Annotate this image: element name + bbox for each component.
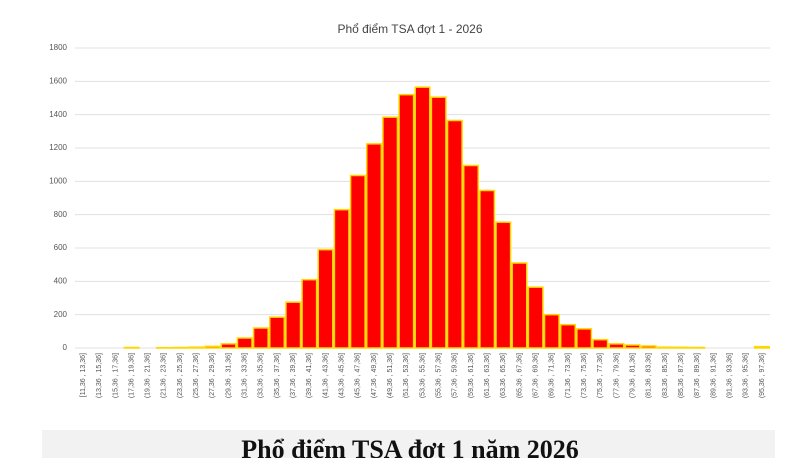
x-tick-label: (79,36 , 81,36] xyxy=(629,353,636,398)
x-tick-label: (37,36 , 39,36] xyxy=(290,353,297,398)
bar xyxy=(365,143,383,349)
x-tick-label: (27,36 , 29,36] xyxy=(209,353,216,398)
x-tick-label: (17,36 , 19,36] xyxy=(128,353,135,398)
x-tick-label: (63,36 , 65,36] xyxy=(500,353,507,398)
bar xyxy=(382,116,399,349)
x-tick-label: (23,36 , 25,36] xyxy=(177,353,184,398)
bar xyxy=(527,286,544,349)
x-tick-label: (21,36 , 23,36] xyxy=(161,353,168,398)
x-tick-label: (77,36 , 79,36] xyxy=(613,353,620,398)
x-tick-label: (43,36 , 45,36] xyxy=(339,353,346,398)
x-tick-label: (33,36 , 35,36] xyxy=(258,353,265,398)
chart-title: Phổ điểm TSA đợt 1 - 2026 xyxy=(337,22,482,36)
x-tick-label: (95,36 , 97,36] xyxy=(759,353,766,398)
x-tick-label: (89,36 , 91,36] xyxy=(710,353,717,398)
bar xyxy=(559,323,576,349)
bar xyxy=(204,345,221,349)
y-tick-label: 0 xyxy=(63,343,68,352)
bar xyxy=(446,119,463,349)
x-tick-label: (47,36 , 49,36] xyxy=(371,353,378,398)
x-tick-label: (41,36 , 43,36] xyxy=(322,353,329,398)
bar xyxy=(640,345,657,349)
bar xyxy=(689,346,706,349)
bar xyxy=(285,301,302,349)
bar xyxy=(301,278,318,349)
bar xyxy=(495,221,512,349)
x-tick-label: (31,36 , 33,36] xyxy=(242,353,249,398)
x-tick-label: (49,36 , 51,36] xyxy=(387,353,394,398)
x-tick-label: (65,36 , 67,36] xyxy=(516,353,523,398)
y-tick-label: 1800 xyxy=(49,43,67,52)
x-tick-label: (75,36 , 77,36] xyxy=(597,353,604,398)
bar xyxy=(349,174,366,349)
x-tick-label: (15,36 , 17,36] xyxy=(112,353,119,398)
x-tick-label: (35,36 , 37,36] xyxy=(274,353,281,398)
bar xyxy=(172,346,189,349)
bar xyxy=(479,189,496,349)
x-tick-label: (53,36 , 55,36] xyxy=(419,353,426,398)
bar xyxy=(608,343,625,349)
y-tick-label: 1000 xyxy=(49,176,67,185)
bar xyxy=(188,346,205,349)
caption-band xyxy=(42,430,775,458)
caption: Phổ điểm TSA đợt 1 năm 2026 xyxy=(241,435,579,458)
bar xyxy=(753,345,770,349)
bar xyxy=(430,96,447,349)
x-tick-label: (67,36 , 69,36] xyxy=(532,353,539,398)
bar xyxy=(252,327,269,349)
x-tick-label: (73,36 , 75,36] xyxy=(581,353,588,398)
y-tick-label: 1400 xyxy=(49,110,67,119)
y-tick-label: 1600 xyxy=(49,76,67,85)
x-tick-label: (87,36 , 89,36] xyxy=(694,353,701,398)
x-tick-label: (83,36 , 85,36] xyxy=(662,353,669,398)
x-tick-label: (69,36 , 71,36] xyxy=(549,353,556,398)
x-tick-label: (61,36 , 63,36] xyxy=(484,353,491,398)
x-tick-label: (59,36 , 61,36] xyxy=(468,353,475,398)
x-tick-label: (81,36 , 83,36] xyxy=(646,353,653,398)
bar xyxy=(414,86,431,349)
x-tick-label: (93,36 , 95,36] xyxy=(743,353,750,398)
y-tick-label: 600 xyxy=(54,243,68,252)
y-tick-label: 200 xyxy=(54,310,68,319)
x-tick-label: (19,36 , 21,36] xyxy=(145,353,152,398)
bar xyxy=(511,262,528,349)
x-tick-label: (57,36 , 59,36] xyxy=(452,353,459,398)
x-tick-label: (91,36 , 93,36] xyxy=(726,353,733,398)
bar xyxy=(543,313,560,349)
x-tick-label: (13,36 , 15,36] xyxy=(96,353,103,398)
bar xyxy=(462,164,480,349)
x-tick-label: (39,36 , 41,36] xyxy=(306,353,313,398)
bar xyxy=(576,328,593,349)
x-tick-label: (25,36 , 27,36] xyxy=(193,353,200,398)
bar xyxy=(656,346,673,349)
x-tick-label: (55,36 , 57,36] xyxy=(436,353,443,398)
bar xyxy=(592,338,609,349)
y-tick-label: 1200 xyxy=(49,143,67,152)
x-tick-label: (85,36 , 87,36] xyxy=(678,353,685,398)
y-tick-label: 800 xyxy=(54,210,68,219)
bar xyxy=(673,346,690,349)
bar xyxy=(123,346,140,349)
bar xyxy=(333,208,350,349)
x-tick-label: (45,36 , 47,36] xyxy=(355,353,362,398)
x-tick-label: (51,36 , 53,36] xyxy=(403,353,410,398)
bar xyxy=(398,93,415,349)
x-tick-label: (71,36 , 73,36] xyxy=(565,353,572,398)
bar xyxy=(317,248,334,349)
bar xyxy=(220,343,237,349)
x-tick-label: (29,36 , 31,36] xyxy=(225,353,232,398)
bar xyxy=(269,316,286,349)
x-tick-label: [11,36 , 13,36] xyxy=(80,353,87,397)
bar xyxy=(624,344,641,349)
bar xyxy=(236,337,253,349)
y-tick-label: 400 xyxy=(54,276,68,285)
